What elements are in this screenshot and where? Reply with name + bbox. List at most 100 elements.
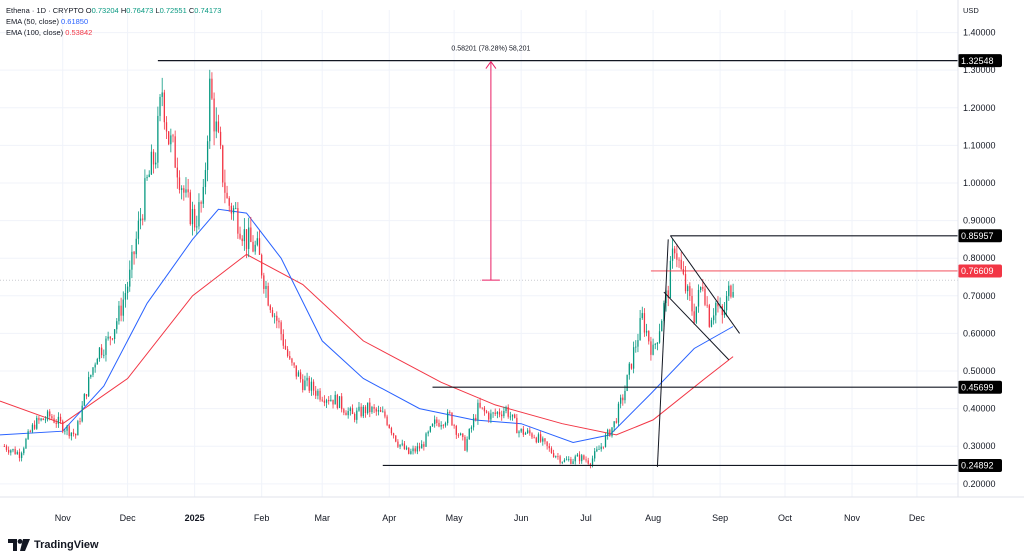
candle-body[interactable] [267,285,269,306]
candle-body[interactable] [565,459,568,461]
candle-body[interactable] [650,341,652,355]
candle-body[interactable] [72,432,75,434]
candle-body[interactable] [226,192,228,199]
trendline[interactable] [656,239,669,467]
candle-body[interactable] [23,448,25,454]
candle-body[interactable] [317,390,319,396]
candle-body[interactable] [358,406,360,411]
candle-body[interactable] [613,421,615,428]
trendline[interactable] [663,291,730,361]
candle-body[interactable] [453,425,455,426]
candle-body[interactable] [29,431,31,433]
candle-body[interactable] [152,151,155,165]
candle-body[interactable] [401,443,403,445]
candle-body[interactable] [230,205,233,214]
candle-body[interactable] [498,412,501,415]
candle-body[interactable] [254,244,256,252]
candle-body[interactable] [658,331,661,343]
candle-body[interactable] [648,330,650,342]
candle-body[interactable] [427,431,429,434]
candle-body[interactable] [524,432,527,435]
candle-body[interactable] [700,287,702,290]
candle-body[interactable] [308,377,310,391]
candle-body[interactable] [622,397,624,401]
candle-body[interactable] [507,406,509,417]
candle-body[interactable] [191,208,194,225]
candle-body[interactable] [168,131,170,145]
candle-body[interactable] [345,412,347,416]
candle-body[interactable] [639,318,641,341]
candle-body[interactable] [20,453,23,459]
candle-body[interactable] [42,418,44,420]
candle-body[interactable] [62,421,64,432]
candle-body[interactable] [732,291,734,297]
candle-body[interactable] [488,412,490,420]
candle-body[interactable] [174,136,176,168]
candle-body[interactable] [544,438,546,442]
candle-body[interactable] [542,438,544,442]
candle-body[interactable] [206,141,209,171]
candle-body[interactable] [628,363,630,375]
candle-body[interactable] [552,453,555,458]
candle-body[interactable] [421,444,423,449]
candle-body[interactable] [252,241,254,252]
candle-body[interactable] [31,424,34,432]
candle-body[interactable] [548,446,550,449]
candle-body[interactable] [663,303,665,321]
candle-body[interactable] [494,412,496,414]
candle-body[interactable] [248,227,250,249]
candle-body[interactable] [200,202,202,204]
candle-body[interactable] [113,329,116,339]
candle-body[interactable] [684,273,687,292]
price-axis[interactable]: 0.20000 0.30000 0.40000 0.50000 0.60000 0.700… [957,0,996,497]
candle-body[interactable] [390,428,393,434]
candle-body[interactable] [27,431,29,440]
candle-body[interactable] [5,446,8,450]
candle-body[interactable] [546,441,548,447]
candle-body[interactable] [472,417,475,428]
candle-body[interactable] [135,238,137,255]
candle-body[interactable] [261,254,263,276]
candle-body[interactable] [717,303,719,307]
candle-body[interactable] [16,452,18,455]
candle-body[interactable] [485,411,488,413]
candle-body[interactable] [665,290,667,304]
candle-body[interactable] [222,145,224,183]
candle-body[interactable] [408,447,410,454]
candle-body[interactable] [79,421,81,422]
candle-body[interactable] [682,269,685,274]
candle-body[interactable] [150,151,153,175]
candle-body[interactable] [414,448,416,452]
candle-body[interactable] [338,396,341,408]
candle-body[interactable] [116,321,118,330]
candle-body[interactable] [144,178,146,220]
candle-body[interactable] [306,377,308,381]
legend-ema50-row[interactable]: EMA (50, close) 0.61850 [6,17,88,26]
candle-body[interactable] [36,417,38,429]
candle-body[interactable] [676,253,678,260]
candle-body[interactable] [611,427,613,437]
candle-body[interactable] [635,346,637,348]
candle-body[interactable] [310,381,313,391]
candle-body[interactable] [83,394,85,406]
candle-body[interactable] [596,449,598,452]
candle-body[interactable] [572,461,574,464]
candle-body[interactable] [176,167,178,178]
candle-body[interactable] [196,226,198,228]
candle-body[interactable] [483,407,486,412]
candle-body[interactable] [155,162,157,165]
candle-body[interactable] [468,428,470,440]
candle-body[interactable] [559,456,561,463]
candle-body[interactable] [377,410,380,412]
candle-body[interactable] [299,372,302,380]
candle-body[interactable] [695,306,697,323]
candle-body[interactable] [100,347,103,356]
candle-body[interactable] [241,238,243,242]
candle-body[interactable] [652,344,654,355]
candle-body[interactable] [289,356,291,359]
candle-body[interactable] [92,367,94,375]
candle-body[interactable] [697,289,700,307]
candle-body[interactable] [492,412,494,414]
candle-body[interactable] [436,419,438,423]
